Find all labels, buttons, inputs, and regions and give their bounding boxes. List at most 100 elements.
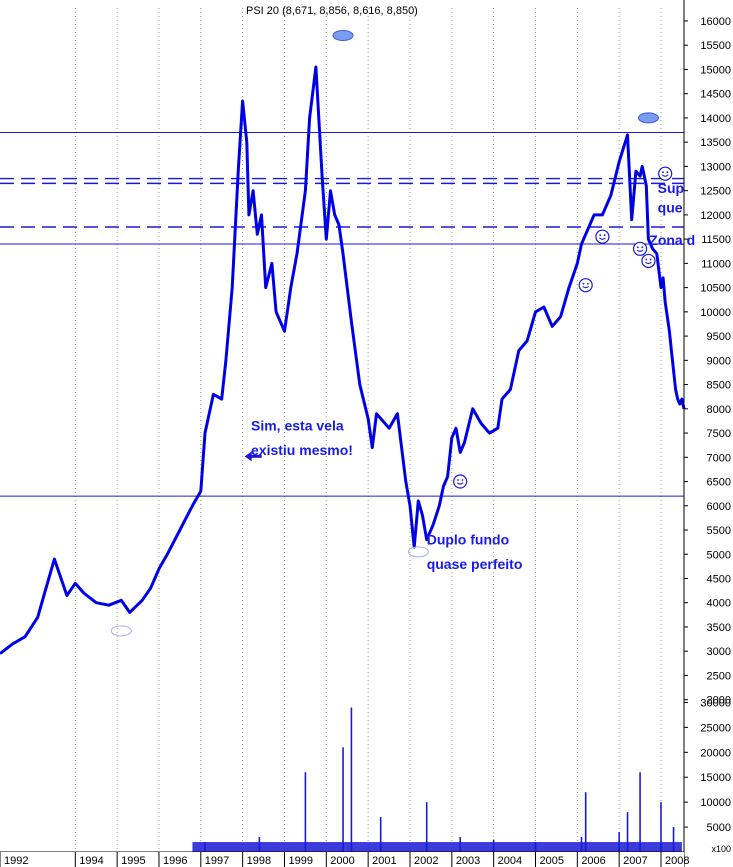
price-tick-label: 2500 xyxy=(707,670,731,682)
price-tick-label: 14000 xyxy=(700,113,731,125)
price-tick-label: 8000 xyxy=(707,404,731,416)
price-tick-label: 9500 xyxy=(707,331,731,343)
annotation-text: Zona d xyxy=(649,232,695,248)
smiley-eye xyxy=(603,234,606,237)
annotation-text: que xyxy=(658,199,683,215)
price-tick-label: 6000 xyxy=(707,501,731,513)
price-tick-label: 15500 xyxy=(700,40,731,52)
smiley-mouth xyxy=(645,261,652,265)
smiley-eye xyxy=(666,171,669,174)
smiley-icon xyxy=(641,253,656,269)
price-tick-label: 9000 xyxy=(707,355,731,367)
year-tick-label: 2007 xyxy=(623,855,647,867)
year-tick-label: 1995 xyxy=(121,855,145,867)
bear-icon xyxy=(110,625,132,637)
grid-layer xyxy=(74,8,662,852)
price-tick-label: 13000 xyxy=(700,161,731,173)
annotation-text: Sim, esta vela xyxy=(251,418,344,434)
chart-title: PSI 20 (8,671, 8,856, 8,616, 8,850) xyxy=(246,5,418,17)
price-tick-label: 14500 xyxy=(700,89,731,101)
smiley-eye xyxy=(457,479,459,481)
price-tick-label: 5000 xyxy=(707,549,731,561)
smiley-icon xyxy=(578,278,593,293)
price-tick-label: 2000 xyxy=(707,695,731,707)
smiley-icon xyxy=(595,229,610,244)
annotation-text: Sup xyxy=(658,180,684,196)
year-tick-label: 2001 xyxy=(372,855,396,867)
year-tick-label: 2008 xyxy=(665,855,689,867)
volume-base xyxy=(192,842,682,852)
smiley-eye xyxy=(461,479,464,481)
smiley-eye xyxy=(636,246,639,249)
price-tick-label: 4000 xyxy=(707,598,731,610)
year-tick-label: 1999 xyxy=(288,855,312,867)
volume-bars xyxy=(192,707,682,852)
smiley-eye xyxy=(645,258,648,261)
arrow-left-icon xyxy=(244,451,252,462)
smiley-eye xyxy=(641,246,644,249)
year-tick-label: 2003 xyxy=(456,855,480,867)
price-tick-label: 4500 xyxy=(707,573,731,585)
annotation-text: Duplo fundo xyxy=(427,532,509,548)
smiley-mouth xyxy=(599,237,606,240)
volume-tick-label: 25000 xyxy=(700,722,731,734)
annotation-text: existiu mesmo! xyxy=(251,442,353,458)
price-tick-label: 7000 xyxy=(707,452,731,464)
year-tick-label: 2005 xyxy=(539,855,563,867)
smiley-eye xyxy=(599,234,602,237)
price-tick-label: 6500 xyxy=(707,477,731,489)
volume-tick-label: 30000 xyxy=(700,697,731,709)
price-tick-label: 7500 xyxy=(707,428,731,440)
volume-tick-label: 10000 xyxy=(700,797,731,809)
annotation-text: quase perfeito xyxy=(427,556,523,572)
price-tick-label: 11000 xyxy=(701,258,731,270)
price-tick-label: 10000 xyxy=(700,307,731,319)
bear-icon xyxy=(407,546,429,558)
smiley-eye xyxy=(662,171,664,174)
volume-tick-label: 5000 xyxy=(707,822,731,834)
smiley-eye xyxy=(586,282,589,285)
price-tick-label: 12500 xyxy=(700,186,731,198)
price-tick-label: 3000 xyxy=(707,646,731,658)
smiley-mouth xyxy=(636,249,644,252)
year-tick-label: 2002 xyxy=(414,855,438,867)
price-tick-label: 15000 xyxy=(700,64,731,76)
smiley-icon xyxy=(658,166,673,181)
volume-tick-label: 15000 xyxy=(700,772,731,784)
price-tick-label: 8500 xyxy=(707,380,731,392)
year-tick-label: 1994 xyxy=(79,855,103,867)
year-tick-label: 2004 xyxy=(498,855,522,867)
year-tick-label: 1992 xyxy=(4,855,28,867)
year-tick-label: 1998 xyxy=(247,855,271,867)
year-tick-label: 2006 xyxy=(581,855,605,867)
price-tick-label: 10500 xyxy=(700,283,731,295)
smiley-mouth xyxy=(661,174,669,177)
date-axis-band xyxy=(0,852,684,867)
year-tick-label: 1996 xyxy=(163,855,187,867)
smiley-icon xyxy=(632,241,648,256)
bull-icon xyxy=(637,112,659,124)
price-tick-label: 11500 xyxy=(701,234,731,246)
price-tick-label: 16000 xyxy=(700,16,731,28)
price-tick-label: 3500 xyxy=(707,622,731,634)
price-line-detail xyxy=(0,66,685,654)
price-tick-label: 5500 xyxy=(707,525,731,537)
smiley-icon xyxy=(453,474,468,489)
volume-unit-label: x100 xyxy=(711,844,731,854)
price-line xyxy=(0,65,686,655)
price-series xyxy=(0,65,686,655)
year-tick-label: 1997 xyxy=(205,855,229,867)
volume-tick-label: 20000 xyxy=(700,747,731,759)
smiley-eye xyxy=(582,282,585,285)
annotation-layer: Sim, esta vela existiu mesmo! Duplo fundo q… xyxy=(244,180,695,572)
price-tick-label: 13500 xyxy=(700,137,731,149)
smiley-mouth xyxy=(456,482,464,485)
bull-icon xyxy=(332,30,354,42)
year-tick-label: 2000 xyxy=(330,855,354,867)
price-tick-label: 12000 xyxy=(700,210,731,222)
smiley-mouth xyxy=(582,286,590,289)
smiley-eye xyxy=(649,258,652,261)
icon-layer xyxy=(110,30,673,637)
